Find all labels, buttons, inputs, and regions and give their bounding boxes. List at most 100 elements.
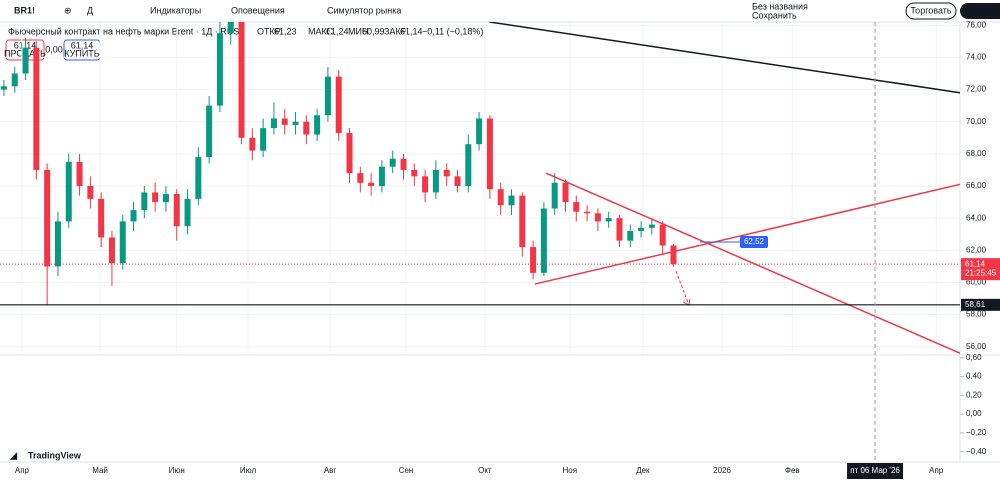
- add-symbol[interactable]: ⊕: [64, 5, 72, 15]
- candle-body: [11, 73, 18, 87]
- candle-body: [659, 224, 666, 246]
- candle-body: [368, 182, 375, 186]
- lower-tick-label: 0,40: [966, 372, 982, 381]
- candle-body: [324, 76, 331, 116]
- lower-tick-label: −0,20: [966, 428, 987, 437]
- candle-body: [508, 195, 515, 206]
- candle-body: [270, 118, 277, 129]
- y-tick-label: 68,00: [966, 149, 987, 158]
- interval[interactable]: Д: [87, 5, 93, 15]
- candle-body: [551, 182, 558, 209]
- arrow: [675, 271, 690, 306]
- x-tick-label: Июн: [169, 466, 185, 475]
- legend-title: Фьючерсный контракт на нефть марки Brent…: [8, 26, 239, 36]
- logo-mark: ◢: [9, 450, 18, 460]
- y-tick-label: 74,00: [966, 52, 987, 61]
- x-tick-label: Авг: [324, 466, 337, 475]
- sell-price: 61,14: [14, 40, 37, 50]
- trend-line: [489, 22, 960, 94]
- candle-body: [238, 22, 245, 138]
- legend-high-label: МАКС: [308, 26, 334, 36]
- hline-tag: [961, 298, 1000, 311]
- last-price-label: 61,14: [965, 259, 986, 268]
- lower-tick-label: 0,20: [966, 390, 982, 399]
- x-tick-label: Апр: [929, 466, 944, 475]
- candle-body: [627, 231, 634, 241]
- legend-change: −0,11 (−0,18%): [422, 26, 483, 36]
- candle-body: [400, 158, 407, 170]
- candle-body: [573, 202, 580, 212]
- candle-body: [497, 189, 504, 206]
- toolbar: [0, 0, 1000, 22]
- candle-body: [44, 169, 51, 267]
- candle-body: [465, 144, 472, 186]
- y-tick-label: 56,00: [966, 342, 987, 351]
- candle-body: [206, 105, 213, 158]
- legend-low: 60,99: [362, 26, 385, 36]
- replay[interactable]: Симулятор рынка: [327, 5, 401, 15]
- candle-body: [173, 194, 180, 227]
- layout-name[interactable]: Без названия: [752, 1, 808, 11]
- candle-body: [346, 132, 353, 174]
- publish-label: Опубликовать: [966, 5, 1000, 15]
- candle-body: [411, 169, 418, 177]
- candle-body: [454, 176, 461, 186]
- candle-body: [152, 192, 159, 203]
- candle-body: [486, 118, 493, 190]
- candle-body: [0, 86, 7, 90]
- candle-body: [335, 76, 342, 133]
- legend-low-label: МИН: [348, 26, 368, 36]
- countdown: 21:25:45: [965, 268, 997, 277]
- candle-body: [422, 176, 429, 193]
- y-tick-label: 70,00: [966, 117, 987, 126]
- candle-body: [260, 128, 267, 151]
- candle-body: [130, 210, 137, 222]
- candle-body: [530, 247, 537, 273]
- symbol[interactable]: BR1!: [14, 5, 35, 15]
- y-tick-label: 66,00: [966, 181, 987, 190]
- candle-body: [87, 186, 94, 199]
- candle-body: [562, 182, 569, 203]
- crosshair-tag: [847, 463, 904, 479]
- y-tick-label: 76,00: [966, 20, 987, 29]
- candle-body: [648, 224, 655, 228]
- candle-body: [616, 218, 623, 241]
- x-tick-label: Апр: [15, 466, 30, 475]
- layout-status: Сохранить: [752, 10, 797, 20]
- y-tick-label: 62,00: [966, 245, 987, 254]
- candle-body: [195, 157, 202, 199]
- legend-high: 61,24: [326, 26, 349, 36]
- alerts[interactable]: Оповещения: [231, 5, 285, 15]
- legend-open: 61,23: [274, 26, 297, 36]
- y-tick-label: 60,00: [966, 278, 987, 287]
- candle-body: [76, 161, 83, 186]
- candle-body: [476, 118, 483, 145]
- arrow-head: [682, 298, 691, 306]
- spread: 0,00: [45, 44, 63, 54]
- candle-body: [519, 195, 526, 248]
- candle-body: [638, 227, 645, 232]
- candle-body: [184, 198, 191, 227]
- candle-body: [108, 237, 115, 264]
- lower-tick-label: 0,60: [966, 353, 982, 362]
- publish-button[interactable]: [960, 3, 1000, 19]
- main-pane: [0, 22, 960, 355]
- last-price-tag: [961, 258, 1000, 281]
- legend-open-label: ОТКР: [257, 26, 281, 36]
- candle-body: [584, 211, 591, 214]
- x-tick-label: Сен: [399, 466, 414, 475]
- buy-price: 61,14: [71, 40, 94, 50]
- candle-body: [378, 166, 385, 186]
- candle-body: [389, 158, 396, 167]
- legend-close-label: ЗАКР: [384, 26, 407, 36]
- lower-tick-label: 0,00: [966, 409, 982, 418]
- candle-body: [22, 47, 29, 74]
- candle-body: [162, 194, 169, 203]
- indicators[interactable]: Индикаторы: [150, 5, 201, 15]
- crosshair-label: пт 06 Мар '26: [850, 466, 900, 475]
- trade-button[interactable]: [905, 2, 957, 20]
- candle-body: [33, 47, 40, 170]
- legend-close: 61,14: [400, 26, 423, 36]
